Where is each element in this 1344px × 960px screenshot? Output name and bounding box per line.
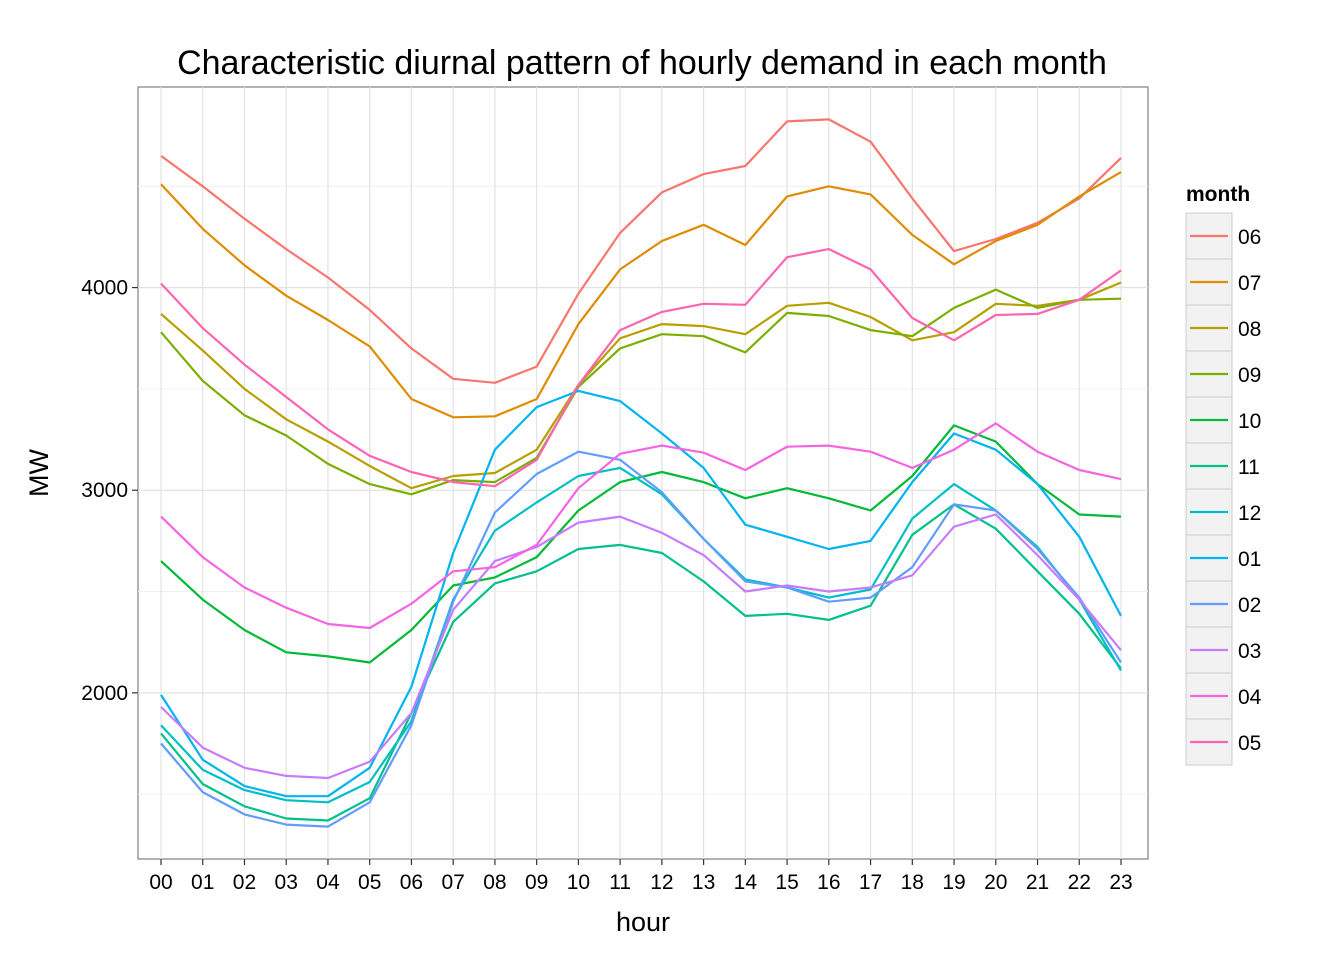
x-tick-label: 18 (901, 871, 924, 894)
legend-label-01: 01 (1238, 548, 1261, 571)
series-line-06 (160, 118, 1122, 384)
plot-panel (137, 86, 1149, 860)
series-line-04 (160, 422, 1122, 630)
legend-label-04: 04 (1238, 686, 1262, 709)
x-tick-label: 17 (859, 871, 882, 894)
legend-label-10: 10 (1238, 410, 1261, 433)
x-tick-label: 23 (1109, 871, 1132, 894)
x-axis-title: hour (616, 907, 670, 937)
x-tick-label: 21 (1026, 871, 1049, 894)
legend: month 06 07 08 09 10 11 12 01 02 03 04 05 (1185, 183, 1262, 766)
x-tick-label: 03 (275, 871, 298, 894)
legend-label-06: 06 (1238, 226, 1261, 249)
x-tick-label: 10 (567, 871, 590, 894)
series-lines (160, 118, 1122, 828)
legend-label-03: 03 (1238, 640, 1261, 663)
y-axis-ticks: 2000 3000 4000 (81, 277, 138, 705)
chart-title: Characteristic diurnal pattern of hourly… (177, 44, 1107, 82)
x-tick-label: 20 (984, 871, 1007, 894)
x-tick-label: 11 (609, 871, 631, 894)
legend-title: month (1186, 183, 1250, 206)
x-tick-label: 13 (692, 871, 715, 894)
x-tick-label: 09 (525, 871, 548, 894)
series-line-02 (160, 450, 1122, 828)
x-tick-label: 04 (316, 871, 340, 894)
series-line-01 (160, 389, 1122, 798)
x-tick-label: 02 (233, 871, 256, 894)
series-line-03 (160, 513, 1122, 780)
y-tick-label: 2000 (81, 682, 128, 705)
x-tick-label: 16 (817, 871, 840, 894)
x-tick-label: 01 (191, 871, 214, 894)
x-tick-label: 14 (734, 871, 758, 894)
x-tick-label: 06 (400, 871, 423, 894)
series-line-12 (160, 466, 1122, 804)
series-line-05 (160, 248, 1122, 488)
legend-label-09: 09 (1238, 364, 1261, 387)
x-tick-label: 05 (358, 871, 381, 894)
x-axis-ticks: 00 01 02 03 04 05 06 07 08 09 10 11 12 13 14 15 16 17 18 19… (149, 859, 1133, 894)
x-tick-label: 07 (441, 871, 464, 894)
legend-label-11: 11 (1238, 456, 1260, 479)
y-axis-title: MW (24, 449, 54, 497)
series-line-08 (160, 281, 1122, 490)
x-tick-label: 08 (483, 871, 506, 894)
y-tick-label: 3000 (81, 479, 128, 502)
series-line-11 (160, 503, 1122, 822)
y-tick-label: 4000 (81, 277, 128, 300)
legend-label-07: 07 (1238, 272, 1261, 295)
legend-label-12: 12 (1238, 502, 1261, 525)
legend-label-05: 05 (1238, 732, 1261, 755)
series-line-07 (160, 171, 1122, 419)
legend-label-02: 02 (1238, 594, 1261, 617)
x-tick-label: 19 (942, 871, 965, 894)
x-tick-label: 12 (650, 871, 673, 894)
legend-label-08: 08 (1238, 318, 1261, 341)
series-line-09 (160, 288, 1122, 496)
x-tick-label: 22 (1068, 871, 1091, 894)
x-tick-label: 00 (149, 871, 172, 894)
x-tick-label: 15 (775, 871, 798, 894)
